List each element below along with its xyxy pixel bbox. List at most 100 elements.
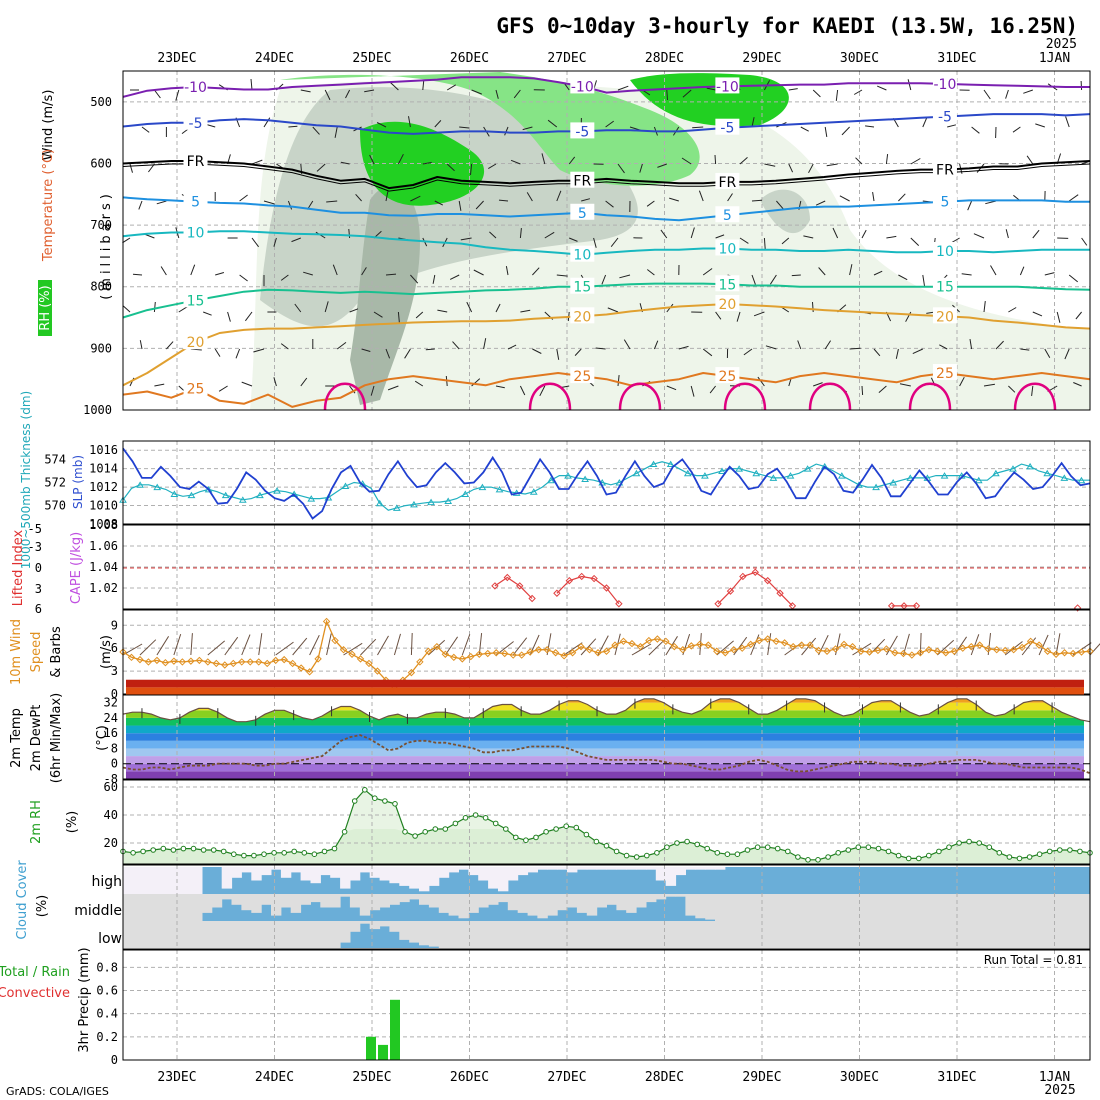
wind-speed-marker	[255, 658, 263, 666]
cloud-cell	[251, 867, 262, 881]
cloud-cell	[231, 894, 242, 905]
wind-speed-marker	[848, 642, 857, 651]
wind-speed-marker	[746, 640, 755, 649]
wind-speed-marker	[992, 646, 1001, 654]
wind-speed-marker	[331, 636, 339, 645]
wind-barb	[510, 159, 521, 165]
cloud-cell	[349, 894, 361, 908]
cloud-cell	[971, 894, 982, 921]
y-tick-label: 600	[90, 156, 112, 170]
isotherm-label-bg	[932, 241, 957, 258]
isotherm-label-bg	[570, 367, 595, 384]
y-tick-label: 572	[44, 476, 66, 490]
wind-speed-marker	[543, 646, 551, 654]
wind-speed-marker	[373, 667, 382, 675]
wind-barb	[873, 270, 883, 276]
wind-barb	[690, 385, 695, 397]
thickness-marker	[290, 490, 299, 498]
wind-barb	[273, 377, 277, 387]
cloud-cell	[419, 894, 430, 905]
rh-marker	[1046, 848, 1053, 855]
rh-legend-swatch	[38, 280, 52, 336]
wind-barb	[1068, 274, 1079, 283]
thickness-marker	[735, 465, 744, 472]
isotherm-label: -5	[720, 121, 734, 137]
wind-barb	[273, 237, 277, 247]
wind-barb	[973, 233, 985, 239]
wind-barb	[736, 311, 741, 322]
wind-barb	[253, 348, 265, 353]
isotherm-label-bg	[715, 239, 740, 256]
cloud-cell	[271, 867, 282, 870]
thickness-marker	[683, 469, 692, 477]
wind-speed-marker	[619, 637, 628, 646]
wind-speed-marker	[696, 640, 704, 649]
rh-marker	[382, 798, 388, 804]
rh-marker	[291, 848, 298, 855]
y-tick-label: 8	[111, 741, 118, 755]
isotherm-label: 20	[573, 309, 591, 325]
y-tick-label: 0	[111, 687, 118, 701]
thickness-marker	[752, 469, 761, 477]
rh-shading	[280, 72, 700, 186]
wind-barb	[250, 78, 253, 91]
cloud-cell	[221, 921, 233, 948]
cloud-cell	[872, 894, 884, 921]
isotherm-label: 20	[718, 297, 736, 313]
cloud-cell	[724, 894, 736, 921]
wind-barb	[899, 383, 911, 387]
wind-barb	[239, 194, 248, 202]
wind-speed-marker	[967, 642, 975, 651]
wind-barb	[507, 344, 517, 350]
wind-barb	[437, 309, 448, 313]
cloud-cell	[340, 867, 351, 889]
cloud-cell	[951, 921, 963, 948]
cape-marker	[503, 573, 512, 582]
cloud-cell	[231, 867, 242, 878]
wind-barb	[410, 195, 421, 202]
wind-speed-marker	[797, 641, 806, 649]
wind-barb	[556, 190, 562, 202]
cloud-cell	[320, 867, 331, 876]
top-date-axis: 23DEC 24DEC 25DEC 26DEC 27DEC 28DEC 29DEC 30DEC…	[157, 51, 1070, 66]
surface-wind-barb	[139, 639, 157, 656]
rh2m-axis-label: 2m RH	[29, 800, 44, 844]
wind-barb	[556, 274, 568, 277]
wind-barb	[239, 274, 248, 282]
cloud-cell	[399, 894, 410, 903]
wind-barb	[669, 197, 679, 202]
wind-barb	[995, 340, 1004, 350]
cloud-cell	[201, 921, 213, 948]
cloud-cell	[142, 921, 154, 948]
cloud-cell	[655, 867, 667, 881]
wind-barb	[660, 229, 668, 239]
cloud-cell	[1070, 921, 1081, 948]
rh-marker	[593, 838, 600, 845]
precip-panel: 0 0.2 0.4 0.6 0.8	[96, 949, 1091, 1067]
wind-speed-marker	[763, 635, 772, 643]
rh-marker	[422, 829, 429, 835]
wind-speed-marker	[136, 655, 144, 664]
cloud-cell	[774, 894, 785, 921]
wind-barb	[1031, 385, 1034, 396]
wind-barb	[1056, 311, 1061, 323]
wind-speed-marker	[212, 659, 221, 668]
isotherm-label-bg	[932, 74, 957, 91]
cloud-cell	[507, 894, 519, 911]
wind-speed-marker	[1001, 646, 1009, 655]
cape-marker	[714, 600, 722, 608]
cloud-cell	[695, 921, 706, 948]
cloud-cell	[892, 921, 904, 948]
rh-marker	[644, 852, 650, 859]
thickness-marker	[324, 494, 333, 501]
wind-speed-marker	[534, 646, 543, 654]
cloud-cell	[320, 894, 331, 908]
rh-marker	[482, 815, 489, 821]
wind-speed-marker	[823, 647, 831, 655]
y-tick-label: 9	[111, 618, 118, 632]
rh-marker	[835, 850, 842, 856]
cloud-cell	[922, 921, 933, 948]
rh-marker	[210, 847, 217, 853]
rh-marker	[986, 844, 993, 851]
wind-barb	[808, 163, 814, 174]
